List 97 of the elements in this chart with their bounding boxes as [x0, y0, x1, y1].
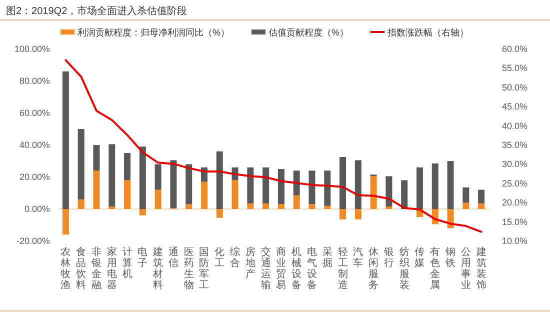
x-tick-label: 商业贸易: [276, 246, 286, 291]
bar: [324, 170, 331, 206]
bar: [432, 163, 438, 209]
legend-label: 利润贡献程度：归母净利润同比（%）: [78, 28, 230, 38]
bar: [62, 209, 69, 235]
x-tick-label: 化工: [214, 246, 225, 269]
bar: [93, 170, 100, 209]
bar: [186, 164, 192, 204]
bar: [216, 209, 223, 218]
bar: [386, 176, 392, 207]
x-tick-label: 房地产: [244, 246, 256, 280]
line-series: [64, 59, 482, 233]
y-tick-label: 40.00%: [19, 140, 50, 150]
y2-tick-label: 25.0%: [502, 178, 528, 188]
x-tick-label: 综合: [230, 246, 240, 269]
bar: [262, 167, 270, 204]
legend-label: 估值贡献程度（%）: [268, 28, 349, 38]
bar: [478, 190, 485, 204]
x-tick-label: 计算机: [122, 246, 132, 280]
bar: [308, 170, 316, 204]
bar: [324, 206, 331, 209]
y2-tick-label: 35.0%: [502, 140, 528, 150]
bar: [139, 146, 146, 209]
bar: [62, 71, 69, 209]
x-tick-label: 钢铁: [444, 247, 456, 269]
bar: [370, 176, 377, 209]
y2-tick-label: 50.0%: [502, 82, 528, 92]
y2-tick-label: 30.0%: [502, 159, 528, 170]
y-tick-label: 100.00%: [14, 44, 50, 54]
x-tick-label: 建筑材料: [152, 246, 164, 291]
x-tick-label: 电气设备: [306, 246, 317, 291]
bar: [354, 209, 362, 220]
bar: [247, 203, 254, 209]
x-tick-label: 家用电器: [106, 246, 117, 291]
x-tick-label: 电子: [138, 246, 148, 269]
x-tick-label: 医药生物: [184, 247, 194, 291]
y2-tick-label: 20.0%: [502, 198, 528, 208]
bar: [93, 145, 100, 171]
bar: [478, 203, 485, 209]
bar: [247, 167, 254, 204]
bar: [200, 182, 208, 209]
x-tick-label: 汽车: [353, 246, 364, 269]
bar: [416, 167, 423, 209]
x-tick-label: 非银金融: [90, 246, 102, 291]
bar: [462, 187, 470, 203]
bar: [124, 180, 131, 209]
bar: [78, 129, 84, 200]
bar: [186, 204, 192, 209]
y-tick-label: 80.00%: [19, 76, 50, 86]
y2-tick-label: 15.0%: [502, 216, 528, 227]
bar: [216, 151, 223, 209]
bar: [278, 169, 284, 204]
x-tick-label: 食品饮料: [75, 246, 86, 291]
x-tick-label: 农林牧渔: [60, 247, 71, 291]
y-tick-label: -20.00%: [16, 236, 50, 246]
y2-tick-label: 45.0%: [502, 102, 528, 112]
legend-label: 指数涨跌幅（右轴）: [386, 28, 468, 38]
bar: [262, 203, 270, 209]
x-tick-label: 机械设备: [292, 246, 302, 291]
x-tick-label: 通信: [168, 246, 178, 269]
bar: [340, 209, 346, 220]
bar: [447, 161, 454, 209]
chart-title: 图2：2019Q2，市场全面进入杀估值阶段: [6, 5, 188, 17]
bar: [78, 199, 84, 209]
x-tick-label: 交通运输: [260, 246, 271, 291]
bar: [154, 164, 162, 190]
y-tick-label: 0.00%: [24, 204, 50, 214]
bar: [401, 180, 408, 209]
bar: [232, 180, 238, 209]
x-tick-label: 国防军工: [199, 247, 210, 291]
y2-tick-label: 40.0%: [502, 120, 528, 131]
y-tick-label: 20.00%: [19, 172, 50, 182]
x-tick-label: 采掘: [322, 246, 332, 269]
bar: [293, 170, 300, 196]
y2-tick-label: 60.0%: [502, 44, 528, 54]
bar: [124, 153, 131, 180]
bar: [340, 157, 346, 209]
bar: [308, 204, 316, 209]
bar: [278, 204, 284, 209]
bar: [170, 160, 177, 208]
bar: [293, 195, 300, 209]
y2-tick-label: 55.0%: [502, 63, 528, 74]
x-tick-label: 有色金属: [430, 246, 440, 291]
y-tick-label: 60.00%: [19, 108, 50, 118]
bar: [108, 144, 116, 207]
x-tick-label: 传媒: [414, 247, 425, 269]
x-tick-label: 纺织服装: [399, 246, 410, 291]
bar: [354, 160, 362, 209]
x-tick-label: 休闲服务: [368, 247, 379, 291]
x-tick-label: 轻工制造: [338, 246, 348, 291]
x-tick-label: 银行: [382, 247, 394, 269]
x-tick-label: 建筑装饰: [475, 246, 486, 291]
bar: [462, 202, 470, 209]
x-tick-label: 公用事业: [460, 246, 471, 291]
bar: [139, 209, 146, 216]
bar: [154, 190, 162, 209]
y2-tick-label: 10.0%: [502, 236, 528, 246]
